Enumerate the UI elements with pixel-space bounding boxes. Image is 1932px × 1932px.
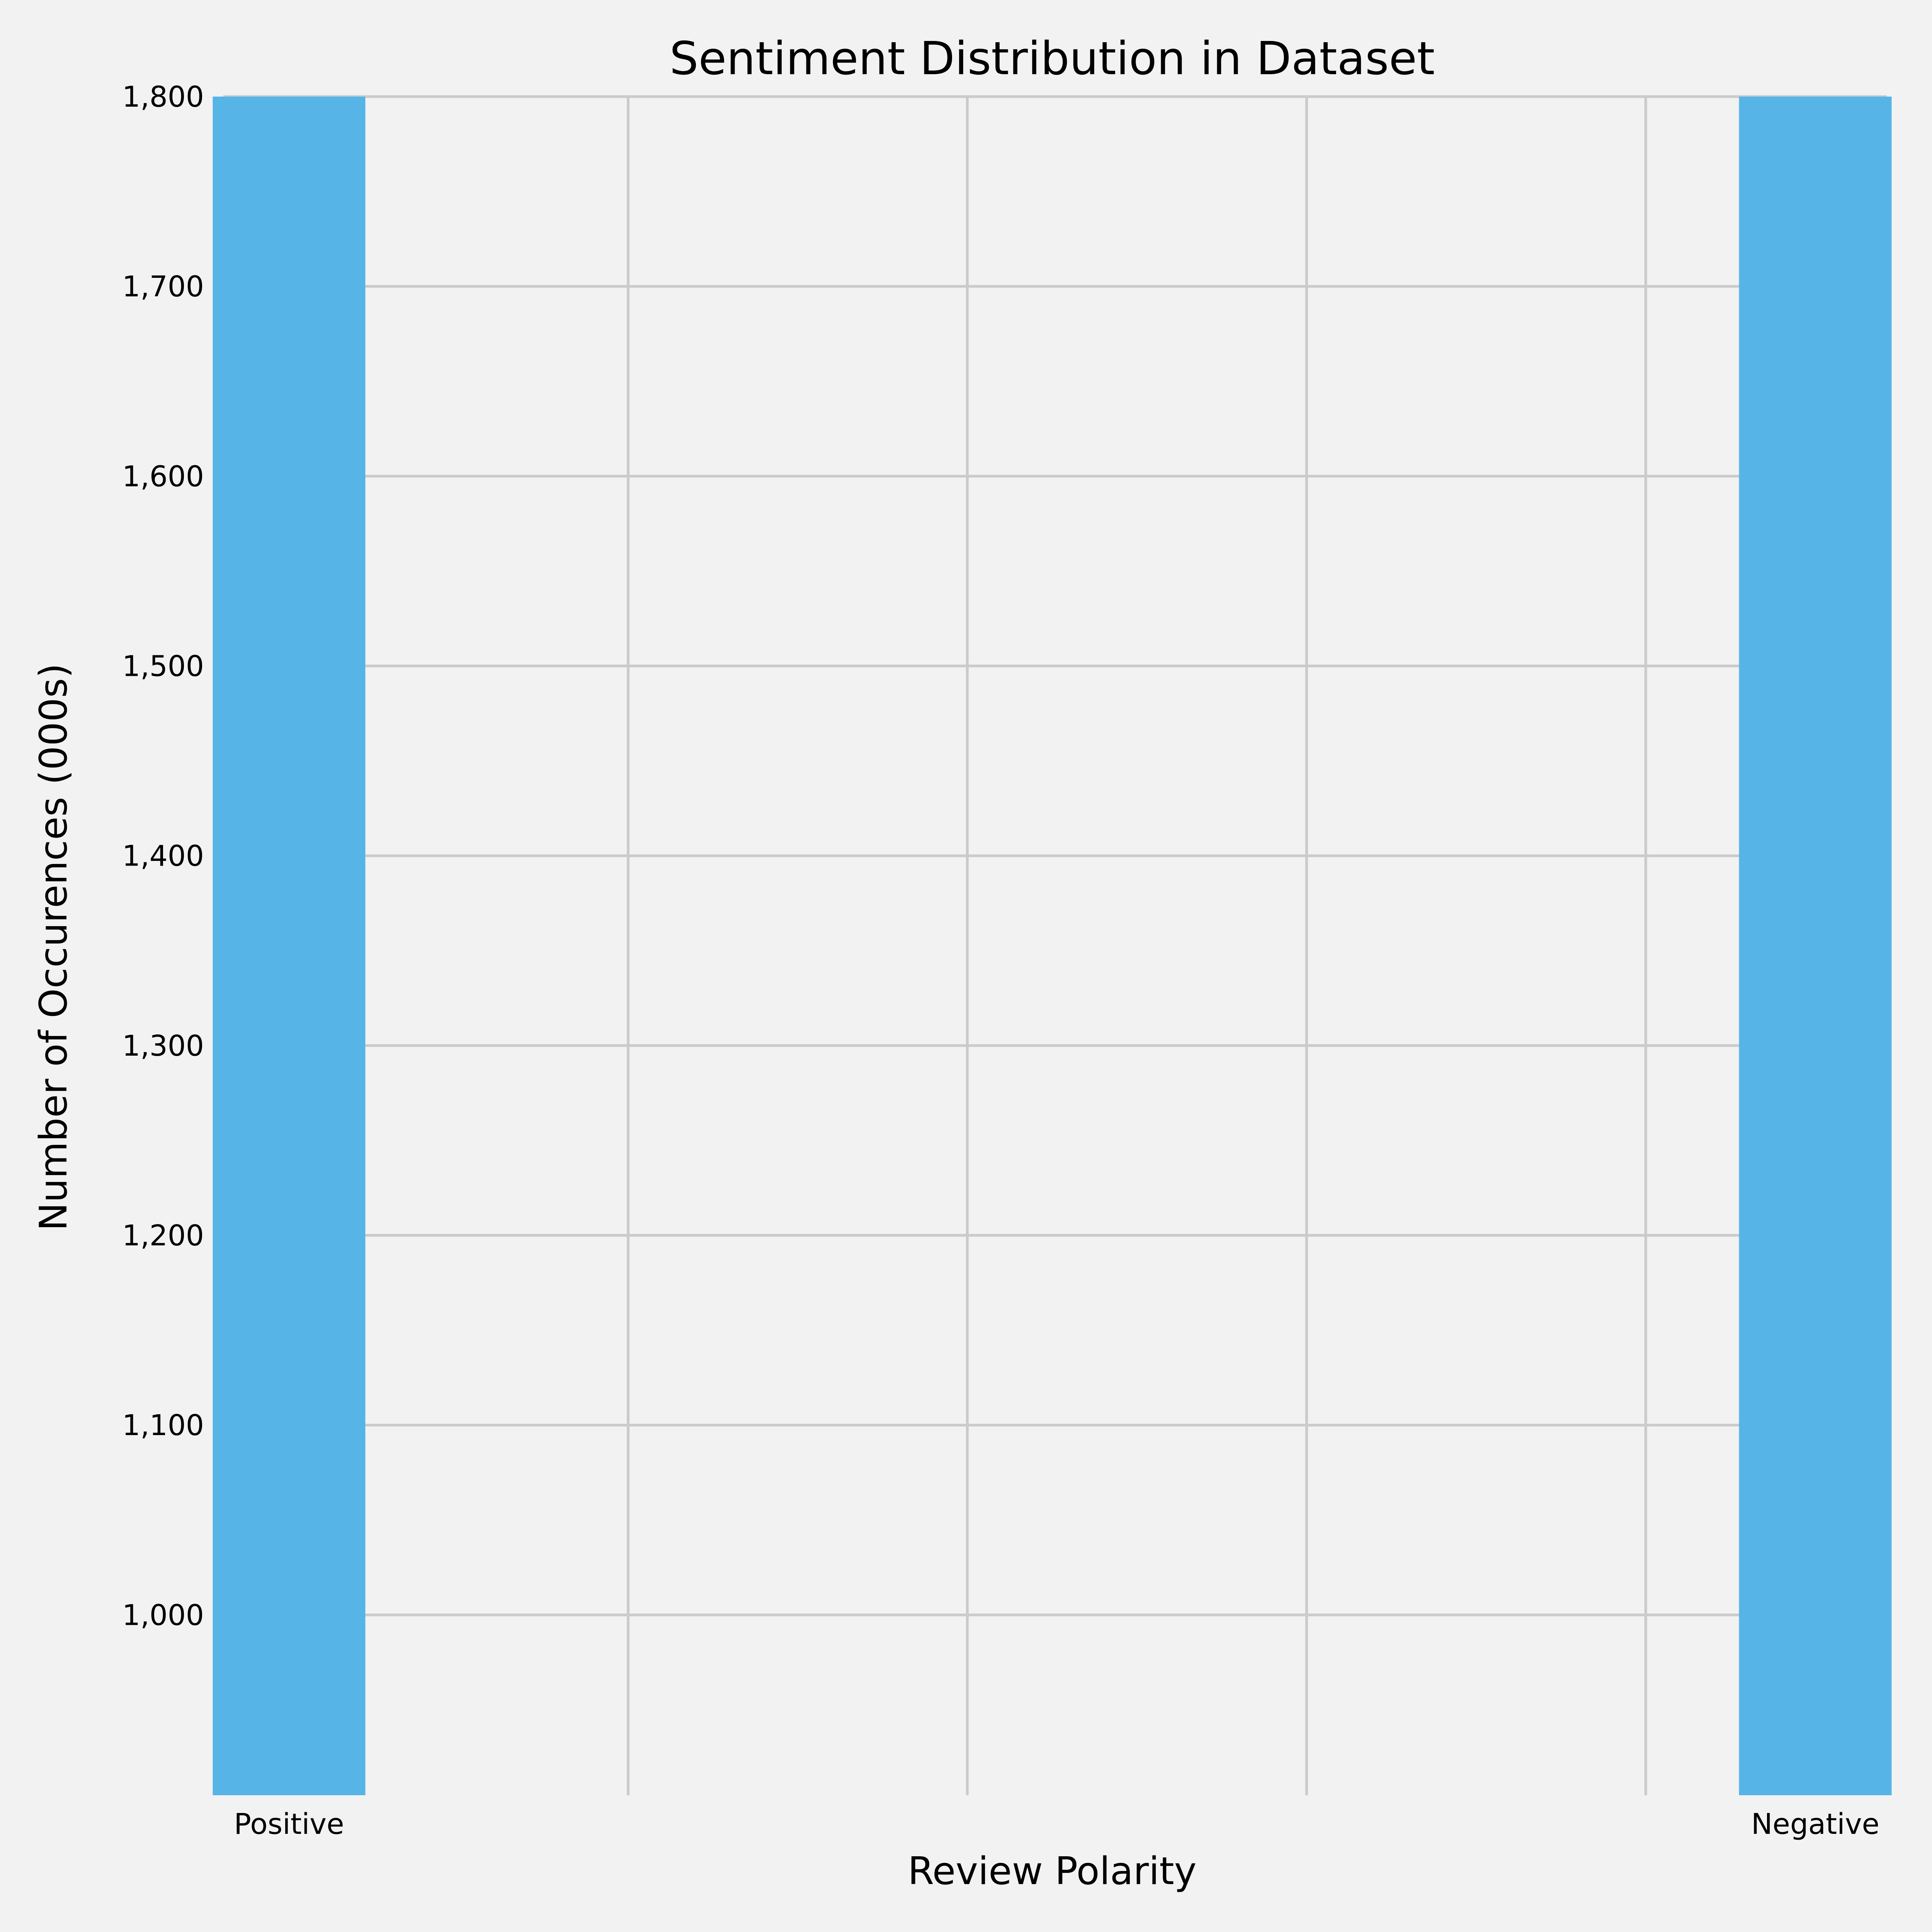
- y-tick-label: 1,700: [122, 270, 204, 303]
- bar-positive: [213, 97, 366, 1795]
- y-tick-label: 1,800: [122, 80, 204, 114]
- x-axis-label: Review Polarity: [908, 1849, 1197, 1893]
- y-tick-label: 1,200: [122, 1219, 204, 1252]
- bar-negative: [1739, 97, 1892, 1795]
- y-tick-label: 1,100: [122, 1409, 204, 1442]
- y-tick-labels: 1,000 1,100 1,200 1,300 1,400 1,500 1,600 1,700…: [122, 80, 204, 1632]
- y-tick-label: 1,400: [122, 840, 204, 873]
- x-tick-label-positive: Positive: [234, 1808, 344, 1841]
- grid-layer: [223, 95, 1887, 1795]
- y-tick-label: 1,000: [122, 1599, 204, 1632]
- x-tick-label-negative: Negative: [1751, 1808, 1879, 1841]
- y-axis-label: Number of Occurences (000s): [32, 663, 76, 1231]
- chart-title: Sentiment Distribution in Dataset: [670, 32, 1435, 85]
- y-tick-label: 1,600: [122, 460, 204, 493]
- y-tick-label: 1,300: [122, 1029, 204, 1063]
- y-tick-label: 1,500: [122, 650, 204, 683]
- bar-layer: [213, 97, 1892, 1795]
- x-tick-labels: Positive Negative: [234, 1808, 1879, 1841]
